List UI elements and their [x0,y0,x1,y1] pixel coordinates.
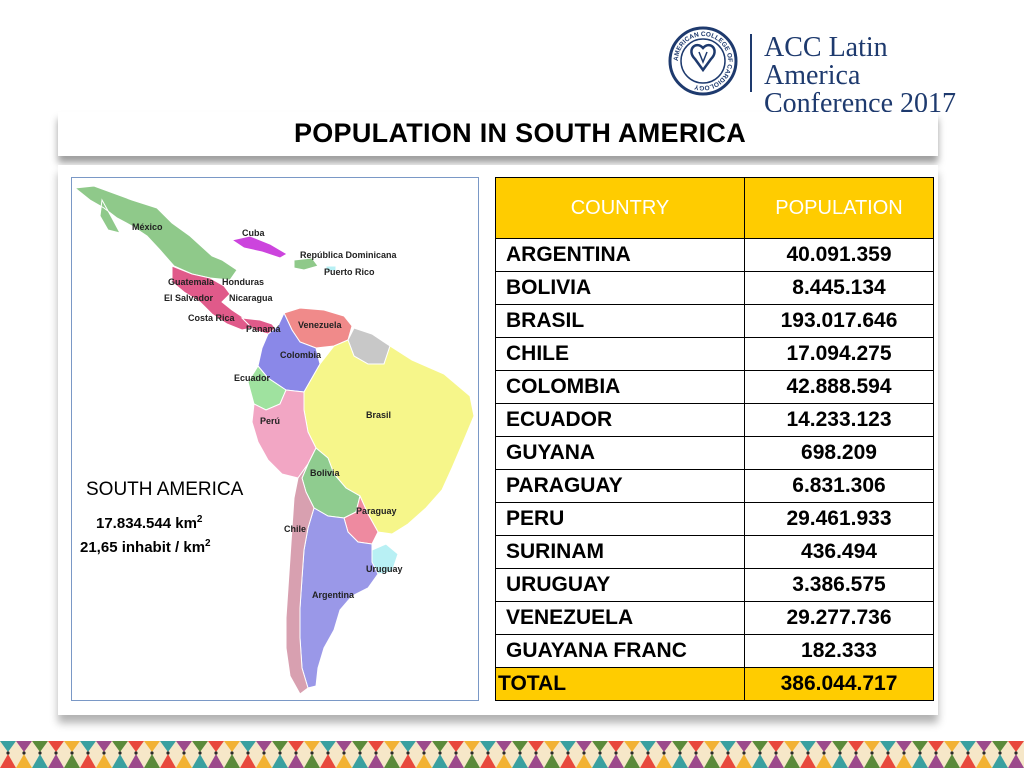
map-cuba [230,235,288,259]
column-header-country: COUNTRY [495,177,745,239]
population-cell: 3.386.575 [744,568,934,602]
label-mexico: México [132,222,163,232]
total-label: TOTAL [495,667,745,701]
label-paraguay: Paraguay [356,506,397,516]
country-cell: ECUADOR [495,403,745,437]
table-row: PARAGUAY 6.831.306 [495,469,934,503]
table-row: URUGUAY 3.386.575 [495,568,934,602]
column-header-population: POPULATION [744,177,934,239]
country-cell: VENEZUELA [495,601,745,635]
country-cell: PERU [495,502,745,536]
region-area-sup: 2 [196,514,203,525]
population-cell: 42.888.594 [744,370,934,404]
region-area-value: 17.834.544 km [96,515,197,532]
country-cell: COLOMBIA [495,370,745,404]
table-row: PERU 29.461.933 [495,502,934,536]
total-value: 386.044.717 [744,667,934,701]
country-cell: GUYANA [495,436,745,470]
table-row: COLOMBIA 42.888.594 [495,370,934,404]
map-mexico [73,185,238,281]
country-cell: URUGUAY [495,568,745,602]
population-cell: 17.094.275 [744,337,934,371]
label-bolivia: Bolivia [310,468,341,478]
label-guatemala: Guatemala [168,277,215,287]
population-cell: 6.831.306 [744,469,934,503]
population-cell: 182.333 [744,634,934,668]
decorative-pattern-band [0,741,1024,768]
region-density-value: 21,65 inhabit / km [80,539,206,556]
country-cell: CHILE [495,337,745,371]
table-header-row: COUNTRY POPULATION [495,177,934,239]
country-cell: GUAYANA FRANC [495,634,745,668]
population-cell: 193.017.646 [744,304,934,338]
logo-divider [750,34,752,92]
acc-seal-icon: AMERICAN COLLEGE OF CARDIOLOGY [668,26,738,96]
table-row: SURINAM 436.494 [495,535,934,569]
label-costa-rica: Costa Rica [188,313,236,323]
population-cell: 8.445.134 [744,271,934,305]
label-chile: Chile [284,524,306,534]
title-band: POPULATION IN SOUTH AMERICA [58,112,938,156]
page-title: POPULATION IN SOUTH AMERICA [293,118,747,148]
label-dominican-republic: República Dominicana [300,250,398,260]
label-peru: Perú [260,416,280,426]
table-row: VENEZUELA 29.277.736 [495,601,934,635]
country-cell: ARGENTINA [495,238,745,272]
label-nicaragua: Nicaragua [229,293,274,303]
country-cell: BRASIL [495,304,745,338]
table-row: CHILE 17.094.275 [495,337,934,371]
region-area: 17.834.544 km2 [96,514,202,532]
map-hispaniola [293,257,319,271]
label-el-salvador: El Salvador [164,293,214,303]
region-density: 21,65 inhabit / km2 [80,538,211,556]
label-cuba: Cuba [242,228,265,238]
table-row: ECUADOR 14.233.123 [495,403,934,437]
latin-america-map: México Cuba República Dominicana Puerto … [71,177,479,701]
region-heading: SOUTH AMERICA [86,479,244,500]
population-cell: 14.233.123 [744,403,934,437]
conference-name: ACC Latin America Conference 2017 [764,34,986,118]
table-row: BOLIVIA 8.445.134 [495,271,934,305]
population-cell: 29.277.736 [744,601,934,635]
conference-line1: ACC Latin America [764,32,888,91]
country-cell: PARAGUAY [495,469,745,503]
label-panama: Panamá [246,324,282,334]
table-body: ARGENTINA 40.091.359 BOLIVIA 8.445.134 BRASI… [495,238,934,668]
table-row: BRASIL 193.017.646 [495,304,934,338]
population-table: COUNTRY POPULATION ARGENTINA 40.091.359 BO… [495,177,934,701]
label-ecuador: Ecuador [234,373,271,383]
table-row: GUYANA 698.209 [495,436,934,470]
table-row: GUAYANA FRANC 182.333 [495,634,934,668]
label-uruguay: Uruguay [366,564,403,574]
map-chile [285,463,315,695]
acc-logo: AMERICAN COLLEGE OF CARDIOLOGY ACC Latin… [668,26,986,118]
label-venezuela: Venezuela [298,320,343,330]
label-argentina: Argentina [312,590,355,600]
population-cell: 29.461.933 [744,502,934,536]
population-cell: 698.209 [744,436,934,470]
region-density-sup: 2 [205,538,211,549]
country-cell: SURINAM [495,535,745,569]
label-puerto-rico: Puerto Rico [324,267,375,277]
label-brasil: Brasil [366,410,391,420]
population-cell: 40.091.359 [744,238,934,272]
country-cell: BOLIVIA [495,271,745,305]
table-row: ARGENTINA 40.091.359 [495,238,934,272]
map-puerto-rico [325,265,337,272]
table-total-row: TOTAL 386.044.717 [495,667,934,701]
label-honduras: Honduras [222,277,264,287]
label-colombia: Colombia [280,350,322,360]
population-cell: 436.494 [744,535,934,569]
